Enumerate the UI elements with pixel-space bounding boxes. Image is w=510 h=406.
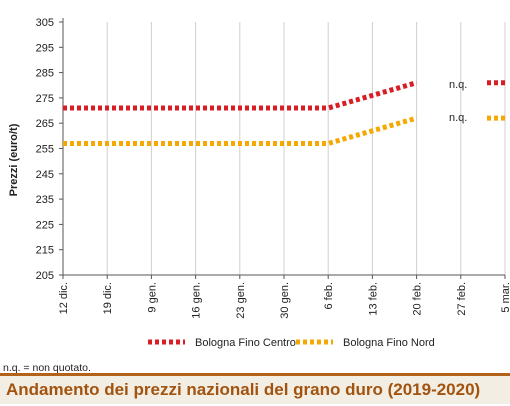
x-tick-label-5: 30 gen. [279, 282, 291, 319]
footnote: n.q. = non quotato. [3, 362, 91, 374]
y-tick-label-305: 305 [36, 17, 54, 29]
legend-label-centro: Bologna Fino Centro [195, 337, 296, 349]
y-tick-label-215: 215 [36, 245, 54, 257]
chart-title: Andamento dei prezzi nazionali del grano… [6, 380, 481, 399]
x-tick-label-6: 6 feb. [323, 282, 335, 310]
y-tick-label-295: 295 [36, 42, 54, 54]
x-tick-label-9: 27 feb. [456, 282, 468, 316]
x-tick-label-7: 13 feb. [367, 282, 379, 316]
y-tick-labels: 205 215 225 235 245 255 265 275 285 295 305 [36, 17, 54, 282]
x-tick-labels: 12 dic. 19 dic. 9 gen. 16 gen. 23 gen. 30 gen… [58, 282, 510, 319]
series-line-1-seg-0 [63, 115, 418, 146]
y-tick-label-225: 225 [36, 219, 54, 231]
grid [106, 22, 506, 275]
legend: Bologna Fino Centro Bologna Fino Nord [148, 337, 435, 349]
x-tick-label-8: 20 feb. [412, 282, 424, 316]
y-tick-label-205: 205 [36, 270, 54, 282]
x-tick-label-2: 9 gen. [146, 282, 158, 313]
y-tick-label-285: 285 [36, 68, 54, 80]
title-bar: Andamento dei prezzi nazionali del grano… [0, 373, 510, 404]
x-tick-label-3: 16 gen. [191, 282, 203, 319]
x-tick-label-0: 12 dic. [58, 282, 70, 314]
annotation-nq-centro: n.q. [449, 79, 467, 91]
y-tick-label-255: 255 [36, 144, 54, 156]
x-tick-label-10: 5 mar. [500, 282, 510, 313]
y-axis-label: Prezzi (euro/t) [8, 123, 20, 196]
price-chart: 205 215 225 235 245 255 265 275 285 295 305 12 dic… [8, 17, 510, 349]
series-line-0-seg-0 [63, 80, 418, 111]
y-tick-label-265: 265 [36, 118, 54, 130]
y-tick-label-245: 245 [36, 169, 54, 181]
legend-label-nord: Bologna Fino Nord [343, 337, 435, 349]
annotation-nq-nord: n.q. [449, 112, 467, 124]
series-lines [63, 80, 505, 146]
y-tick-label-235: 235 [36, 194, 54, 206]
y-tick-label-275: 275 [36, 93, 54, 105]
x-tick-label-1: 19 dic. [102, 282, 114, 314]
x-tick-label-4: 23 gen. [235, 282, 247, 319]
axes [59, 18, 506, 279]
